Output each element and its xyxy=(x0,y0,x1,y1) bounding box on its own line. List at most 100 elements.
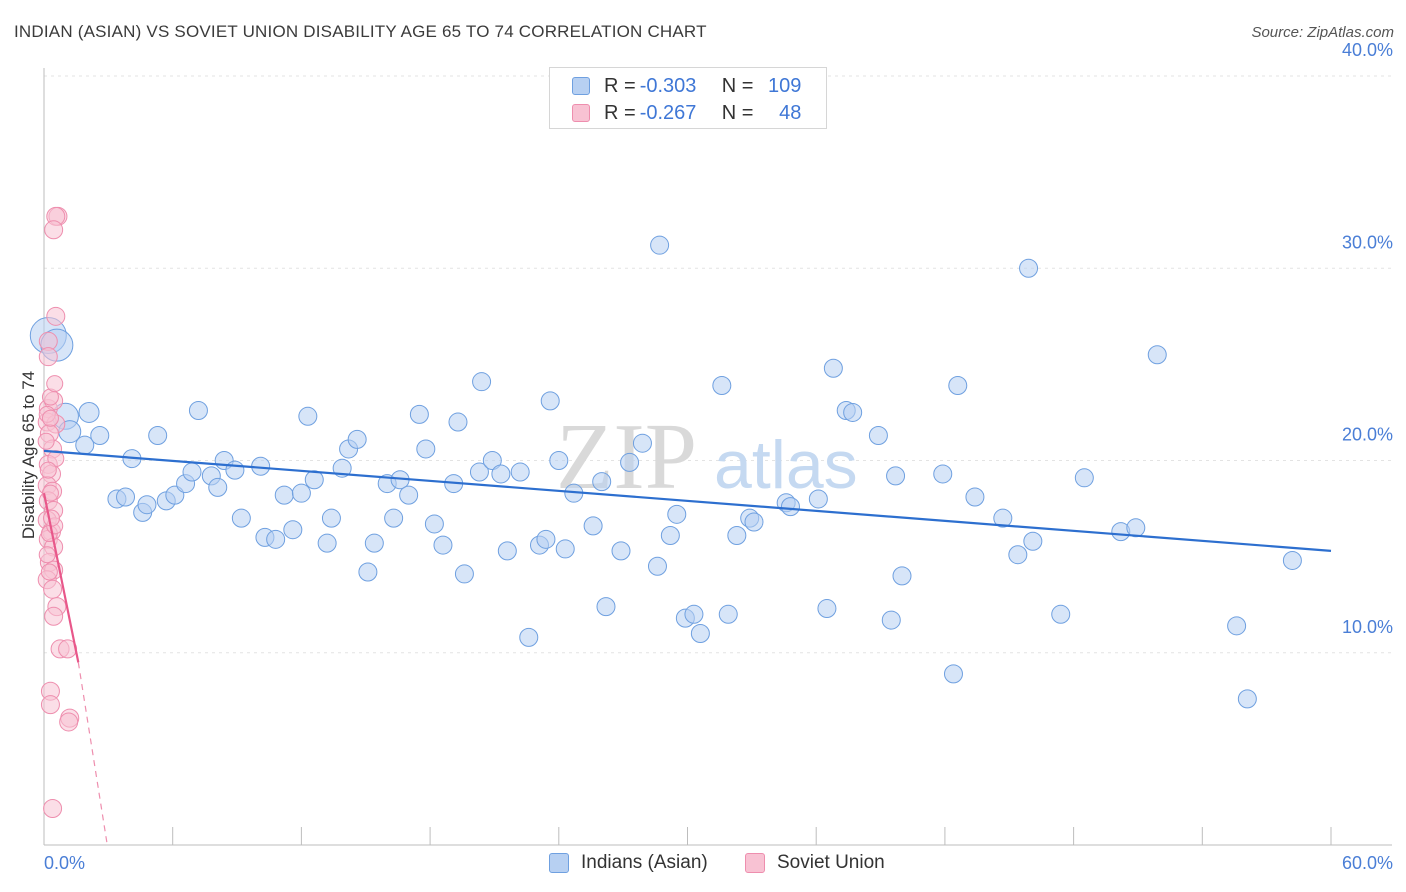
legend-n-label: N = xyxy=(721,74,754,97)
data-point xyxy=(38,546,56,564)
legend-n-label: N = xyxy=(721,101,754,124)
trend-lines xyxy=(42,449,1332,846)
bottom-legend-swatch-blue xyxy=(549,853,569,873)
data-point xyxy=(817,599,837,619)
data-point xyxy=(510,462,530,482)
data-point xyxy=(1008,545,1028,565)
bottom-legend-label: Indians (Asian) xyxy=(581,852,708,873)
trend-line-soviet xyxy=(42,492,80,663)
data-point xyxy=(933,464,953,484)
data-point xyxy=(409,404,429,424)
data-point xyxy=(943,664,963,684)
data-point xyxy=(399,485,419,505)
data-point xyxy=(208,477,228,497)
data-point xyxy=(780,497,800,517)
data-point xyxy=(416,439,436,459)
data-point xyxy=(660,525,680,545)
data-point xyxy=(454,564,474,584)
data-point xyxy=(44,220,64,240)
data-point xyxy=(38,347,58,367)
watermark: ZIP atlas xyxy=(556,405,858,509)
data-point xyxy=(843,402,863,422)
data-point xyxy=(472,372,492,392)
data-point xyxy=(448,412,468,432)
data-point xyxy=(43,798,63,818)
data-point xyxy=(808,489,828,509)
data-point xyxy=(1282,550,1302,570)
data-point xyxy=(965,487,985,507)
data-point xyxy=(46,306,66,326)
data-point xyxy=(1019,258,1039,278)
bottom-legend-label: Soviet Union xyxy=(777,852,885,873)
legend-swatch-blue xyxy=(572,77,590,95)
data-point xyxy=(347,429,367,449)
data-point xyxy=(690,624,710,644)
data-point xyxy=(993,508,1013,528)
legend-n-value: 48 xyxy=(779,101,802,124)
data-point xyxy=(1074,468,1094,488)
gridlines xyxy=(44,75,1392,654)
data-point xyxy=(44,606,64,626)
data-point xyxy=(304,470,324,490)
data-point xyxy=(41,409,59,427)
watermark-atlas: atlas xyxy=(714,427,858,503)
data-point xyxy=(519,627,539,647)
data-point xyxy=(37,432,55,450)
data-point xyxy=(1126,518,1146,538)
data-point xyxy=(1237,689,1257,709)
data-point xyxy=(650,235,670,255)
data-point xyxy=(182,462,202,482)
data-point xyxy=(667,504,687,524)
correlation-legend: R = -0.303 N = 109 R = -0.267 N = 48 xyxy=(549,67,827,129)
legend-r-label: R = xyxy=(604,74,636,97)
data-point xyxy=(384,508,404,528)
data-point xyxy=(1051,604,1071,624)
source-credit: Source: ZipAtlas.com xyxy=(1251,24,1394,41)
trend-line-soviet-extension xyxy=(77,662,108,846)
data-point xyxy=(555,539,575,559)
data-point xyxy=(823,358,843,378)
data-point xyxy=(540,391,560,411)
legend-row-soviet: R = -0.267 N = 48 xyxy=(572,100,801,126)
data-point xyxy=(727,525,747,545)
legend-r-value: -0.303 xyxy=(639,74,697,97)
bottom-legend-swatch-pink xyxy=(745,853,765,873)
data-point xyxy=(433,535,453,555)
data-point xyxy=(266,529,286,549)
data-point xyxy=(948,376,968,396)
x-tick-label: 60.0% xyxy=(1342,853,1393,873)
y-tick-label: 40.0% xyxy=(1342,40,1393,60)
data-point xyxy=(274,485,294,505)
data-point xyxy=(43,509,61,527)
data-point xyxy=(78,401,100,423)
data-point xyxy=(1147,345,1167,365)
data-point xyxy=(881,610,901,630)
chart-title: INDIAN (ASIAN) VS SOVIET UNION DISABILIT… xyxy=(14,22,707,41)
y-tick-label: 10.0% xyxy=(1342,617,1393,637)
y-axis-label: Disability Age 65 to 74 xyxy=(19,371,38,539)
bottom-legend-soviet: Soviet Union xyxy=(745,852,885,874)
data-point xyxy=(536,529,556,549)
data-point xyxy=(364,533,384,553)
data-point xyxy=(712,376,732,396)
data-point xyxy=(647,556,667,576)
data-point xyxy=(59,712,79,732)
legend-r-label: R = xyxy=(604,101,636,124)
legend-n-value: 109 xyxy=(768,74,802,97)
data-point xyxy=(41,484,59,502)
data-point xyxy=(549,451,569,470)
data-point xyxy=(583,516,603,536)
data-point xyxy=(358,562,378,582)
data-point xyxy=(491,464,511,484)
legend-r-value: -0.267 xyxy=(639,101,697,124)
data-point xyxy=(39,461,57,479)
data-point xyxy=(225,460,245,480)
data-point xyxy=(424,514,444,534)
series-indians-asian xyxy=(29,235,1302,709)
data-point xyxy=(684,604,704,624)
data-point xyxy=(317,533,337,553)
data-point xyxy=(283,520,303,540)
data-point xyxy=(1227,616,1247,636)
data-point xyxy=(620,452,640,472)
